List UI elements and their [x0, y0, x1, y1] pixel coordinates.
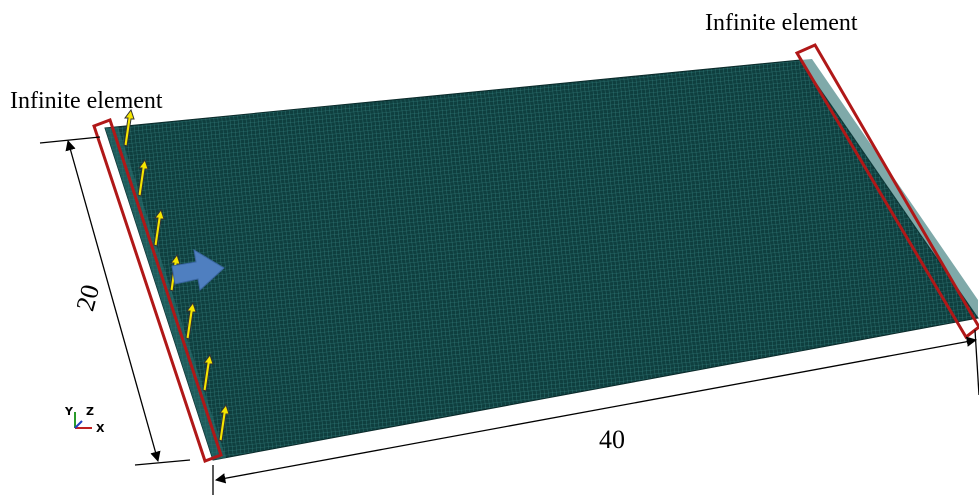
axis-triad: Y Z X: [64, 405, 105, 435]
dimension-20: [39, 136, 191, 466]
wave-direction-arrow: [171, 249, 225, 291]
dimension-label: 40: [599, 425, 625, 454]
highlight-box-right: [794, 43, 979, 340]
axis-label: X: [96, 422, 105, 435]
axis-label: Y: [64, 405, 74, 418]
infinite-strip-right: [800, 59, 978, 318]
dimension-40: [212, 329, 979, 495]
dimension-label: 20: [70, 281, 105, 314]
annotation-label: Infinite element: [10, 88, 163, 114]
axis-label: Z: [86, 405, 94, 418]
annotation-label: Infinite element: [705, 10, 858, 36]
